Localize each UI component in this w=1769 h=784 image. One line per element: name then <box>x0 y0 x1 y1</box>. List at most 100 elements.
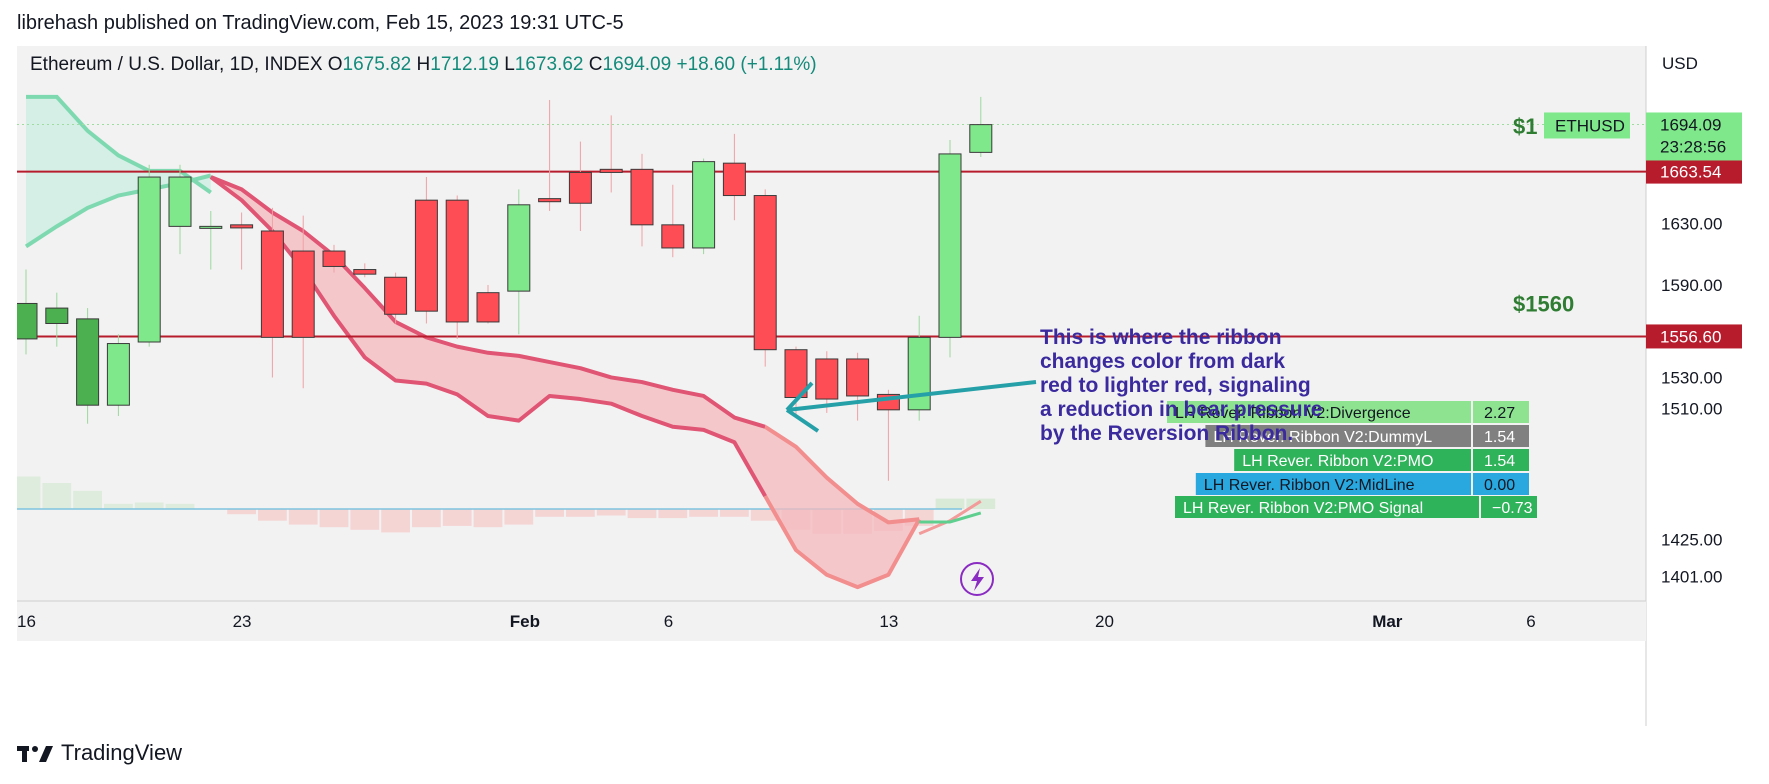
candle[interactable] <box>630 153 654 247</box>
candle[interactable] <box>722 133 746 221</box>
indicator-value: 1.54 <box>1484 453 1515 470</box>
indicator-label[interactable]: LH Rever. Ribbon V2:Divergence 2.27 <box>1167 401 1529 423</box>
annotation-text: by the Reversion Ribbon. <box>1040 422 1293 445</box>
candle[interactable] <box>692 158 716 255</box>
candle-body <box>199 225 223 229</box>
candle-body <box>445 199 469 323</box>
candle[interactable] <box>384 272 408 324</box>
candle[interactable] <box>45 292 69 347</box>
time-tick-label: Feb <box>510 612 540 631</box>
candle-body <box>45 307 69 325</box>
candle-body <box>661 224 685 249</box>
candle-body <box>137 176 161 343</box>
ohlc-legend: Ethereum / U.S. Dollar, 1D, INDEX O1675.… <box>30 54 817 75</box>
candle[interactable] <box>291 215 315 389</box>
candle-body <box>14 302 38 340</box>
last-price-value: 1694.09 <box>1660 115 1721 134</box>
indicator-value-tag <box>1473 449 1529 471</box>
histogram-bar <box>504 509 534 525</box>
indicator-label[interactable]: LH Rever. Ribbon V2:MidLine 0.00 <box>1195 473 1529 495</box>
indicator-value: 0.00 <box>1484 477 1515 494</box>
candle[interactable] <box>137 164 161 347</box>
histogram-bar <box>227 509 256 515</box>
candle[interactable] <box>76 308 100 424</box>
candle[interactable] <box>106 334 130 416</box>
level-price-tag-label: 1663.54 <box>1660 163 1721 182</box>
candle[interactable] <box>260 207 284 378</box>
indicator-name-tag <box>1205 425 1471 447</box>
histogram-bar <box>442 509 472 526</box>
candle[interactable] <box>353 263 377 278</box>
indicator-label[interactable]: LH Rever. Ribbon V2:PMO 1.54 <box>1234 449 1529 471</box>
candle[interactable] <box>230 212 254 270</box>
annotation-arrow <box>786 380 1037 412</box>
lightning-icon[interactable] <box>960 562 994 596</box>
candle[interactable] <box>938 140 962 358</box>
candle-body <box>353 269 377 275</box>
candle[interactable] <box>568 141 592 231</box>
time-tick-label: 16 <box>17 612 36 631</box>
price-tick-label: 1630.00 <box>1661 214 1722 233</box>
lightning-bolt <box>971 568 984 591</box>
histogram-bar <box>627 509 657 519</box>
candle[interactable] <box>199 210 223 270</box>
candle[interactable] <box>538 99 562 211</box>
indicator-name-tag <box>1195 473 1471 495</box>
indicator-name-tag <box>1167 401 1471 423</box>
candle[interactable] <box>414 177 438 324</box>
candle[interactable] <box>322 244 346 273</box>
annotation-arrowhead-top <box>785 381 814 412</box>
chart-area[interactable]: USD 1630.00 1590.00 1530.00 1510.00 1425.00 14… <box>11 46 1753 726</box>
symbol-tag <box>1544 112 1630 139</box>
indicator-name: LH Rever. Ribbon V2:MidLine <box>1204 477 1415 494</box>
time-tick-label: 6 <box>664 612 673 631</box>
pmo-signal-line <box>919 511 982 524</box>
candle-body <box>846 358 870 397</box>
candle[interactable] <box>445 195 469 339</box>
tradingview-logo-icon <box>17 746 53 762</box>
candle[interactable] <box>507 189 531 335</box>
candle[interactable] <box>14 269 38 355</box>
indicator-value: −0.73 <box>1492 500 1533 517</box>
level-price-tag <box>1646 159 1742 184</box>
price-chart[interactable]: USD 1630.00 1590.00 1530.00 1510.00 1425.00 14… <box>11 46 1753 726</box>
candle-body <box>630 168 654 226</box>
histogram-bar <box>689 509 718 517</box>
candle[interactable] <box>476 284 500 324</box>
tradingview-brand[interactable]: TradingView <box>17 740 182 766</box>
annotation-text: red to lighter red, signaling <box>1040 374 1311 397</box>
candle[interactable] <box>815 351 839 413</box>
candle[interactable] <box>907 315 931 421</box>
candle-body <box>722 162 746 197</box>
histogram-bar <box>134 502 164 509</box>
histogram-bar <box>966 498 996 509</box>
price-tick-label: 1401.00 <box>1661 567 1722 586</box>
candle[interactable] <box>661 184 685 258</box>
lightning-icon-ring <box>960 562 994 596</box>
indicator-label[interactable]: LH Rever. Ribbon V2:PMO Signal −0.73 <box>1175 496 1537 518</box>
time-tick-label: 13 <box>879 612 898 631</box>
candle-body <box>260 230 284 338</box>
histogram-bar <box>658 509 688 519</box>
indicator-label[interactable]: LH Rever. Ribbon V2:DummyL 1.54 <box>1205 425 1529 447</box>
currency-label: USD <box>1662 54 1698 73</box>
candle-body <box>168 176 192 227</box>
candle[interactable] <box>168 164 192 255</box>
candle-body <box>692 161 716 249</box>
candle-body <box>507 204 531 292</box>
histogram-bar <box>42 483 72 509</box>
candle[interactable] <box>784 346 808 416</box>
candle-body <box>322 250 346 267</box>
candle[interactable] <box>846 352 870 421</box>
candle[interactable] <box>599 115 623 193</box>
level-text: $1 <box>1513 114 1537 139</box>
candle-body <box>76 318 100 406</box>
time-tick-label: 23 <box>233 612 252 631</box>
candle[interactable] <box>969 96 993 157</box>
candle-body <box>815 358 839 400</box>
candle-body <box>106 343 130 406</box>
red-ribbon-line <box>764 425 920 525</box>
red-ribbon-line <box>763 495 921 590</box>
candle[interactable] <box>753 189 777 367</box>
candle-body <box>568 171 592 204</box>
